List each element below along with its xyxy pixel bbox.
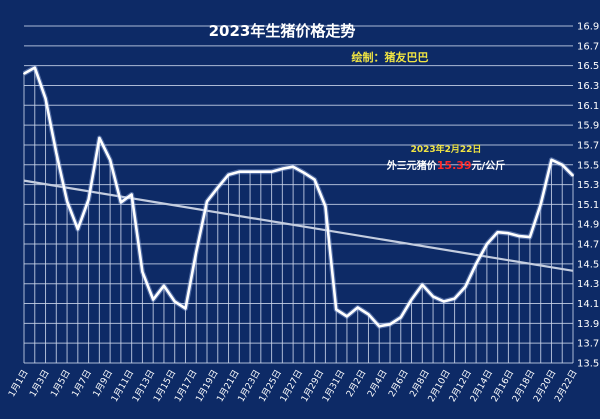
price-point	[367, 313, 370, 316]
y-tick-label: 16.5	[577, 61, 599, 72]
price-point	[206, 200, 208, 203]
price-point	[173, 300, 176, 303]
y-tick-label: 14.5	[577, 259, 599, 270]
y-tick-label: 16.9	[577, 22, 599, 33]
price-point	[270, 170, 273, 173]
price-point	[184, 307, 187, 310]
price-point	[109, 158, 112, 161]
price-point	[87, 198, 90, 201]
price-point	[216, 186, 219, 189]
annotation-price-suffix: 元/公斤	[472, 159, 506, 172]
price-point	[485, 243, 488, 245]
price-point	[227, 173, 230, 176]
price-point	[23, 72, 25, 75]
price-point	[346, 315, 348, 318]
price-point	[249, 170, 251, 173]
price-point	[130, 193, 133, 196]
price-point	[55, 151, 58, 154]
price-point	[259, 170, 262, 173]
y-tick-label: 15.9	[577, 121, 599, 132]
price-point	[76, 228, 79, 231]
price-point	[550, 158, 553, 161]
price-point	[119, 201, 122, 204]
price-point	[421, 283, 424, 286]
price-point	[496, 231, 499, 234]
price-point	[324, 205, 327, 208]
price-point	[389, 323, 391, 326]
chart-subtitle: 绘制：猪友巴巴	[352, 50, 429, 64]
price-line	[23, 66, 574, 328]
y-tick-labels: 13.5 13.7 13.9 14.1 14.3 14.5 14.7 14.9 15.1 15.3…	[577, 22, 599, 370]
price-point	[292, 165, 295, 168]
y-tick-label: 14.1	[577, 299, 599, 310]
y-tick-label: 13.7	[577, 339, 599, 350]
y-tick-label: 14.7	[577, 240, 599, 251]
price-point	[475, 262, 478, 265]
price-point	[335, 308, 338, 311]
price-point	[442, 300, 445, 303]
y-tick-label: 15.5	[577, 160, 599, 171]
y-tick-label: 16.3	[577, 81, 599, 92]
price-point	[195, 251, 198, 253]
price-point	[572, 174, 574, 177]
y-tick-label: 14.9	[577, 220, 599, 231]
price-point	[518, 235, 521, 238]
y-tick-label: 13.9	[577, 319, 599, 330]
price-point	[152, 298, 155, 301]
line-layer	[22, 65, 575, 329]
y-tick-label: 16.7	[577, 41, 599, 52]
annotation-date: 2023年2月22日	[411, 143, 482, 155]
price-point	[66, 200, 68, 203]
price-point	[464, 285, 467, 288]
price-point	[410, 298, 413, 301]
price-point	[163, 284, 165, 287]
price-point	[98, 137, 101, 139]
y-tick-label: 15.7	[577, 140, 599, 151]
price-point	[44, 97, 47, 100]
annotation-price-value: 15.39	[437, 159, 472, 172]
price-point	[507, 232, 510, 235]
price-point	[281, 167, 284, 170]
price-point	[313, 178, 316, 181]
annotation-price-prefix: 外三元猪价	[386, 159, 438, 172]
annotation-price: 外三元猪价15.39元/公斤	[386, 159, 505, 172]
price-point	[302, 171, 305, 174]
y-tick-label: 13.5	[577, 359, 599, 370]
price-point	[432, 295, 434, 298]
chart-title: 2023年生猪价格走势	[209, 22, 356, 40]
y-tick-label: 15.1	[577, 200, 599, 211]
y-tick-label: 16.1	[577, 101, 599, 112]
price-point	[141, 270, 144, 273]
price-point	[529, 236, 531, 239]
y-tick-label: 14.3	[577, 279, 599, 290]
price-point	[33, 66, 36, 69]
price-point	[453, 297, 456, 300]
price-point	[356, 306, 359, 309]
price-point	[378, 325, 381, 328]
price-point	[399, 316, 402, 319]
y-tick-label: 15.3	[577, 180, 599, 191]
price-point	[238, 170, 241, 173]
price-point	[561, 163, 564, 166]
price-point	[539, 203, 542, 206]
grid-layer	[23, 25, 574, 364]
